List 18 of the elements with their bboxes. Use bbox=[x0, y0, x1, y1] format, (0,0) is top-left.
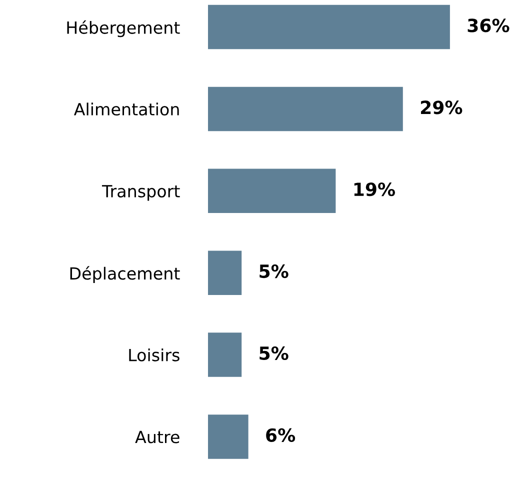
data-label: 5% bbox=[260, 346, 288, 360]
y-tick-label: Hébergement bbox=[67, 20, 180, 38]
data-label: 29% bbox=[420, 100, 462, 114]
y-tick-label: Loisirs bbox=[129, 348, 180, 362]
data-label: 36% bbox=[468, 18, 510, 32]
data-label: 6% bbox=[266, 428, 296, 442]
data-label: 5% bbox=[260, 264, 288, 278]
bar bbox=[208, 332, 242, 377]
bar bbox=[208, 414, 248, 459]
y-tick-label: Déplacement bbox=[70, 266, 180, 283]
y-tick-label: Autre bbox=[135, 430, 180, 444]
y-tick-label: Alimentation bbox=[74, 102, 179, 116]
bar bbox=[208, 86, 403, 132]
bar bbox=[208, 250, 242, 295]
data-label: 19% bbox=[354, 182, 396, 196]
bar bbox=[208, 4, 450, 50]
bar bbox=[208, 168, 336, 214]
y-tick-label: Transport bbox=[102, 185, 180, 201]
